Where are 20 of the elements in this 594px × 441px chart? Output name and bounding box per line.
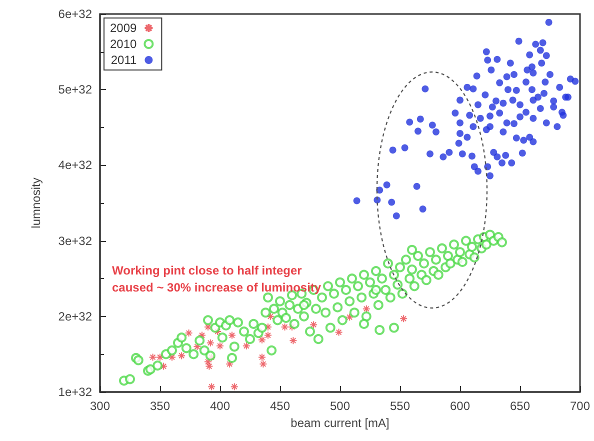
- y-axis-title: lumnosity: [29, 178, 43, 228]
- legend-label: 2009: [110, 21, 138, 35]
- y-tick-label: 3e+32: [58, 234, 92, 248]
- legend-label: 2011: [110, 53, 138, 67]
- x-tick-label: 700: [570, 399, 590, 413]
- x-tick-label: 300: [90, 399, 110, 413]
- x-tick-label: 650: [510, 399, 530, 413]
- y-tick-label: 6e+32: [58, 7, 92, 21]
- y-tick-label: 2e+32: [58, 309, 92, 324]
- x-tick-label: 600: [450, 399, 470, 413]
- x-tick-label: 350: [150, 399, 170, 413]
- y-tick-label: 5e+32: [58, 82, 92, 97]
- y-tick-label: 4e+32: [58, 158, 92, 172]
- x-tick-label: 450: [270, 399, 290, 413]
- legend-label: 2010: [110, 37, 138, 51]
- x-axis-title: beam current [mA]: [290, 416, 390, 430]
- y-tick-label: 1e+32: [58, 385, 92, 399]
- x-tick-label: 550: [390, 399, 410, 413]
- x-tick-label: 500: [330, 399, 350, 413]
- x-tick-label: 400: [210, 399, 230, 413]
